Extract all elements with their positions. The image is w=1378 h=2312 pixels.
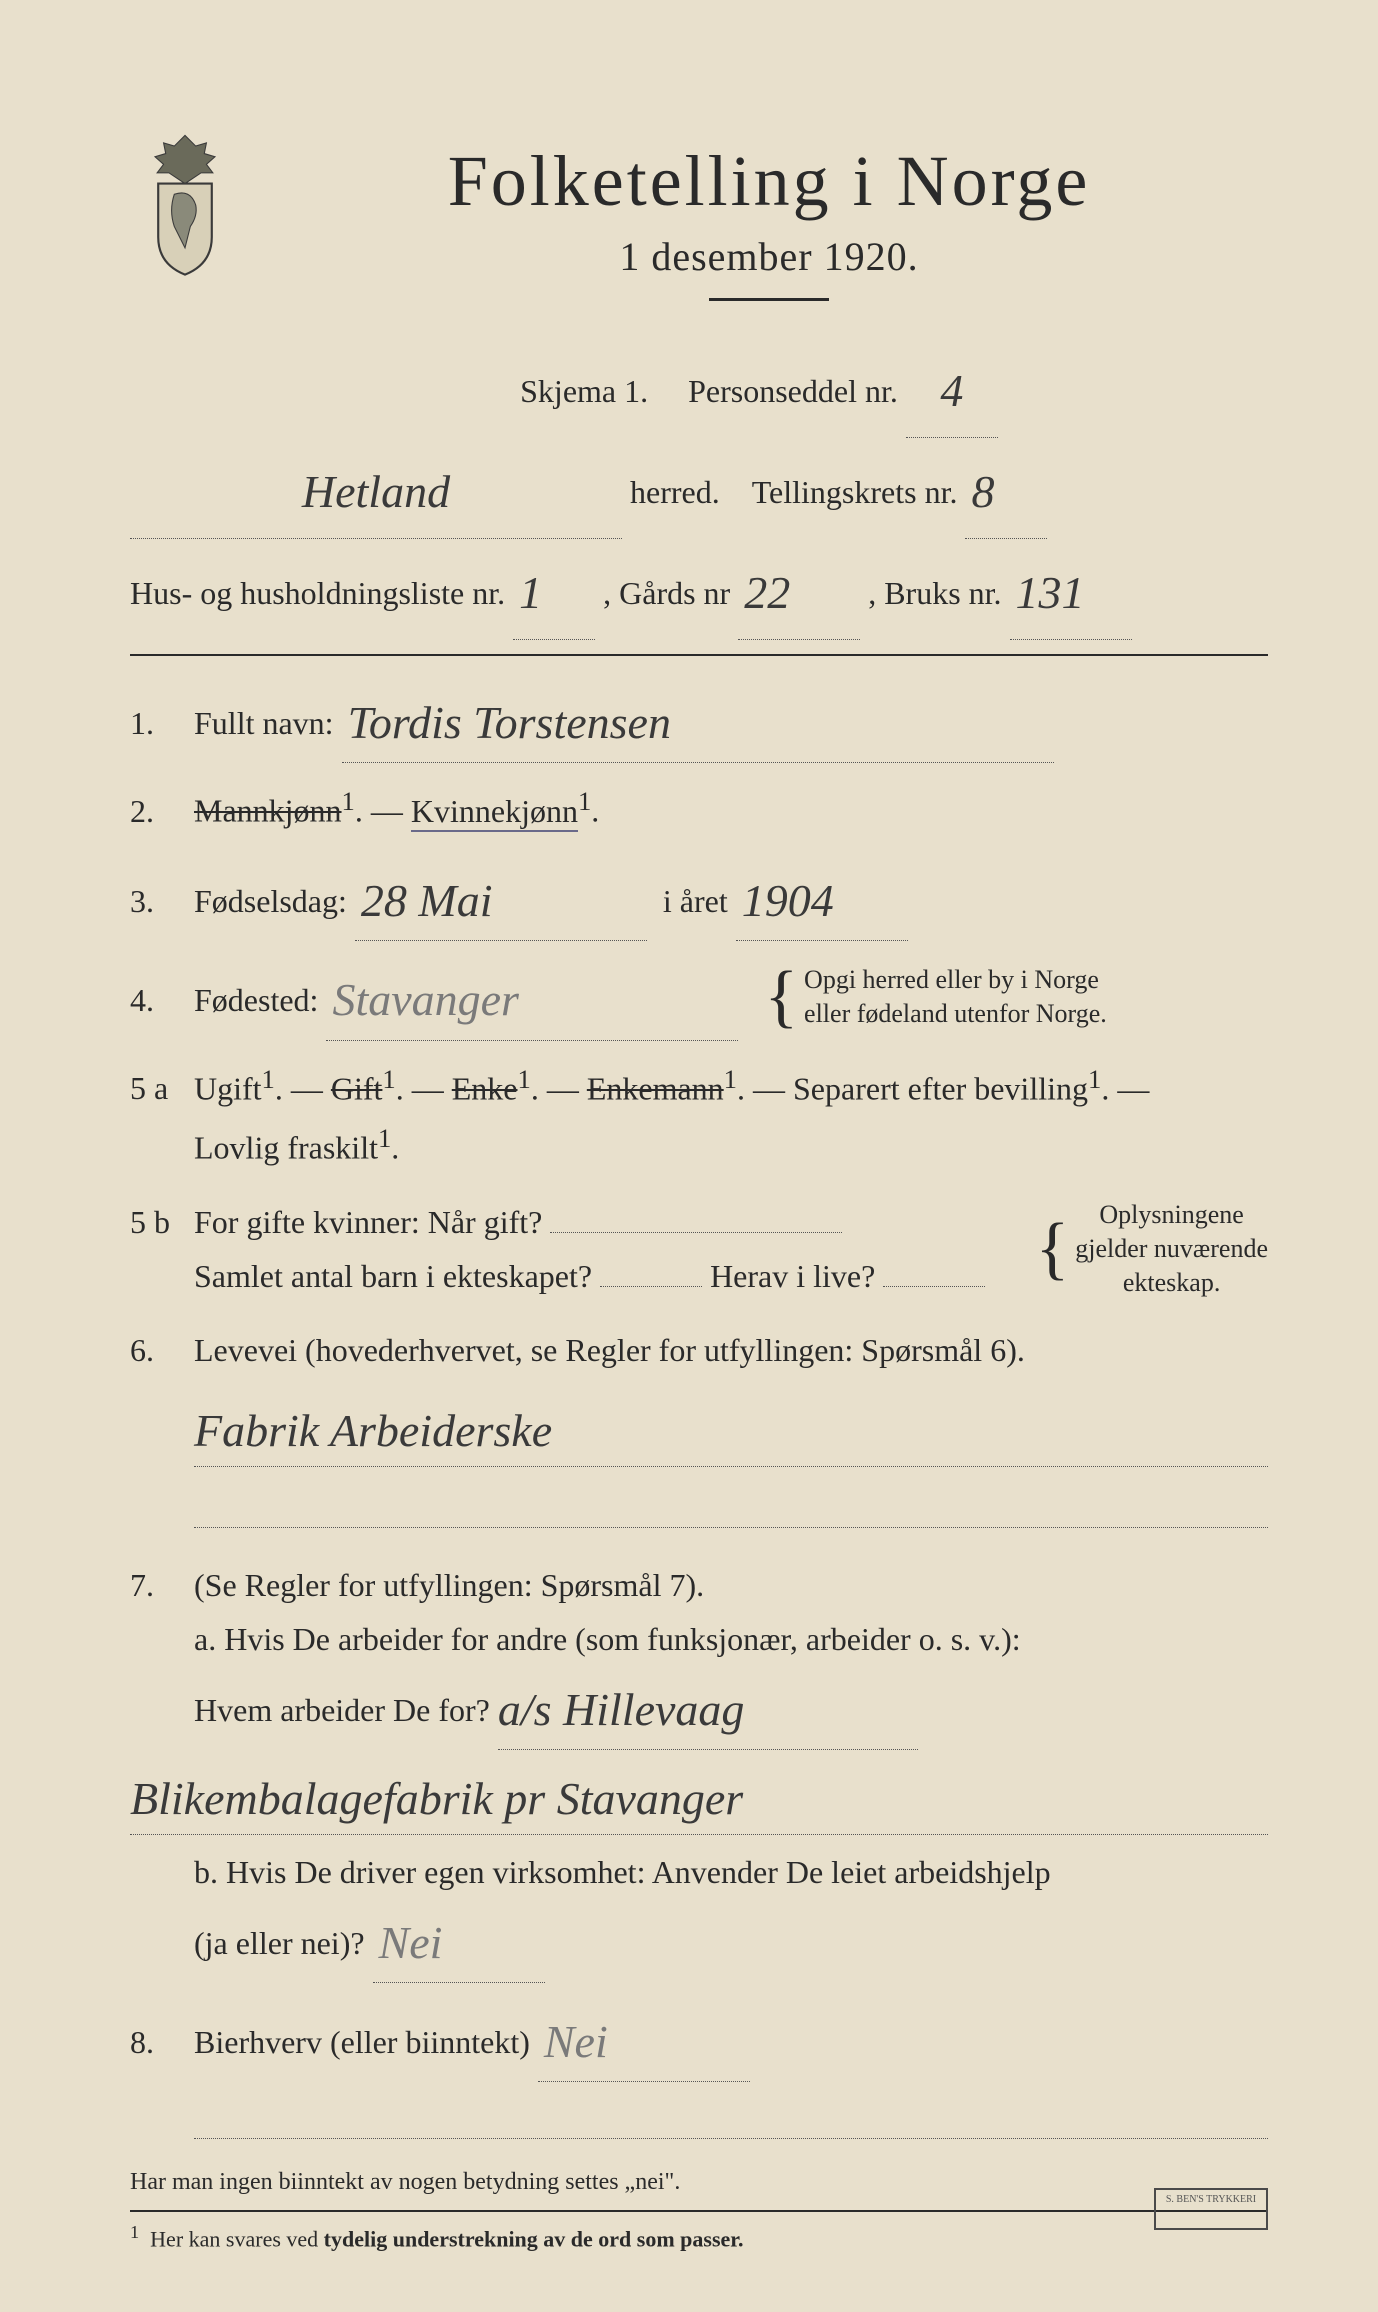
row-side-income: 8. Bierhverv (eller biinntekt) Nei <box>130 1999 1268 2149</box>
row-birthdate: 3. Fødselsdag: 28 Mai i året 1904 <box>130 858 1268 937</box>
full-name-value: Tordis Torstensen <box>342 684 1054 763</box>
birth-year: 1904 <box>736 862 908 941</box>
title-rule <box>709 298 829 301</box>
coat-of-arms-icon <box>130 130 240 280</box>
tellingskrets-nr: 8 <box>965 446 1047 539</box>
header: Folketelling i Norge 1 desember 1920. <box>130 140 1268 331</box>
row-birthplace: 4. Fødested: Stavanger { Opgi herred ell… <box>130 957 1268 1036</box>
title-block: Folketelling i Norge 1 desember 1920. <box>270 140 1268 331</box>
husliste-line: Hus- og husholdningsliste nr. 1 , Gårds … <box>130 543 1268 636</box>
row-marriage-info: 5 b For gifte kvinner: Når gift? Samlet … <box>130 1195 1268 1304</box>
husliste-nr: 1 <box>513 547 595 640</box>
mannkjonn-struck: Mannkjønn <box>194 793 342 829</box>
gards-nr: 22 <box>738 547 860 640</box>
side-income-value: Nei <box>538 2003 750 2082</box>
footer-note: 1 Her kan svares ved tydelig understrekn… <box>130 2222 1268 2252</box>
skjema-line: Skjema 1. Personseddel nr. 4 <box>250 341 1268 434</box>
occupation-value: Fabrik Arbeiderske <box>194 1405 552 1456</box>
row-occupation: 6. Levevei (hovederhvervet, se Regler fo… <box>130 1323 1268 1538</box>
birthplace-note: { Opgi herred eller by i Norge eller fød… <box>758 963 1106 1031</box>
birth-day: 28 Mai <box>355 862 647 941</box>
divider-top <box>130 654 1268 656</box>
herred-line: Hetland herred. Tellingskrets nr. 8 <box>130 442 1268 535</box>
herred-name: Hetland <box>130 446 622 539</box>
row-sex: 2. Mannkjønn1. — Kvinnekjønn1. <box>130 779 1268 838</box>
subtitle: 1 desember 1920. <box>270 233 1268 280</box>
row-employer: 7. (Se Regler for utfyllingen: Spørsmål … <box>130 1558 1268 1979</box>
marriage-note: { Oplysningene gjelder nuværende ekteska… <box>1030 1198 1268 1299</box>
bruks-nr: 131 <box>1010 547 1132 640</box>
employer-value-1: a/s Hillevaag <box>498 1671 918 1750</box>
row-marital: 5 a Ugift1. — Gift1. — Enke1. — Enkemann… <box>130 1057 1268 1175</box>
row-name: 1. Fullt navn: Tordis Torstensen <box>130 680 1268 759</box>
bottom-rule <box>130 2210 1268 2212</box>
kvinnekjonn-selected: Kvinnekjønn <box>411 793 578 832</box>
footnote: Har man ingen biinntekt av nogen betydni… <box>130 2169 1268 2196</box>
personseddel-nr: 4 <box>906 345 998 438</box>
printer-stamp: S. BEN'S TRYKKERI <box>1154 2188 1268 2230</box>
main-title: Folketelling i Norge <box>270 140 1268 223</box>
birthplace-value: Stavanger <box>326 961 738 1040</box>
census-form-page: Folketelling i Norge 1 desember 1920. Sk… <box>0 0 1378 2312</box>
employer-value-2: Blikembalagefabrik pr Stavanger <box>130 1773 743 1824</box>
own-business-value: Nei <box>373 1904 545 1983</box>
